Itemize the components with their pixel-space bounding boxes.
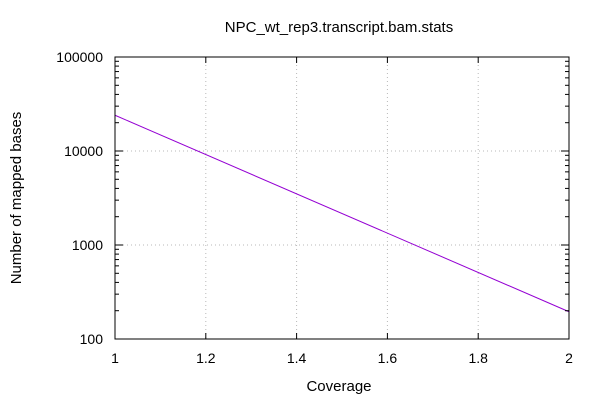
chart-title: NPC_wt_rep3.transcript.bam.stats: [225, 19, 453, 36]
x-tick-label: 1.6: [378, 350, 398, 366]
y-tick-labels: 100 1000 10000 100000: [56, 49, 103, 347]
axis-ticks: [114, 56, 570, 340]
plot-frame: [114, 56, 570, 340]
x-axis-label: Coverage: [306, 378, 371, 395]
x-tick-label: 1: [111, 350, 119, 366]
x-tick-label: 1.4: [287, 350, 307, 366]
y-axis-label: Number of mapped bases: [8, 112, 25, 285]
x-tick-labels: 1 1.2 1.4 1.6 1.8 2: [111, 350, 573, 366]
series-layer: [114, 114, 570, 313]
grid-lines: [115, 57, 569, 339]
y-tick-label: 1000: [72, 237, 103, 253]
x-tick-label: 1.8: [468, 350, 488, 366]
y-tick-label: 100: [80, 331, 104, 347]
x-tick-label: 2: [565, 350, 573, 366]
series-line: [114, 114, 570, 313]
y-tick-label: 10000: [64, 143, 103, 159]
y-tick-label: 100000: [56, 49, 103, 65]
x-tick-label: 1.2: [196, 350, 216, 366]
